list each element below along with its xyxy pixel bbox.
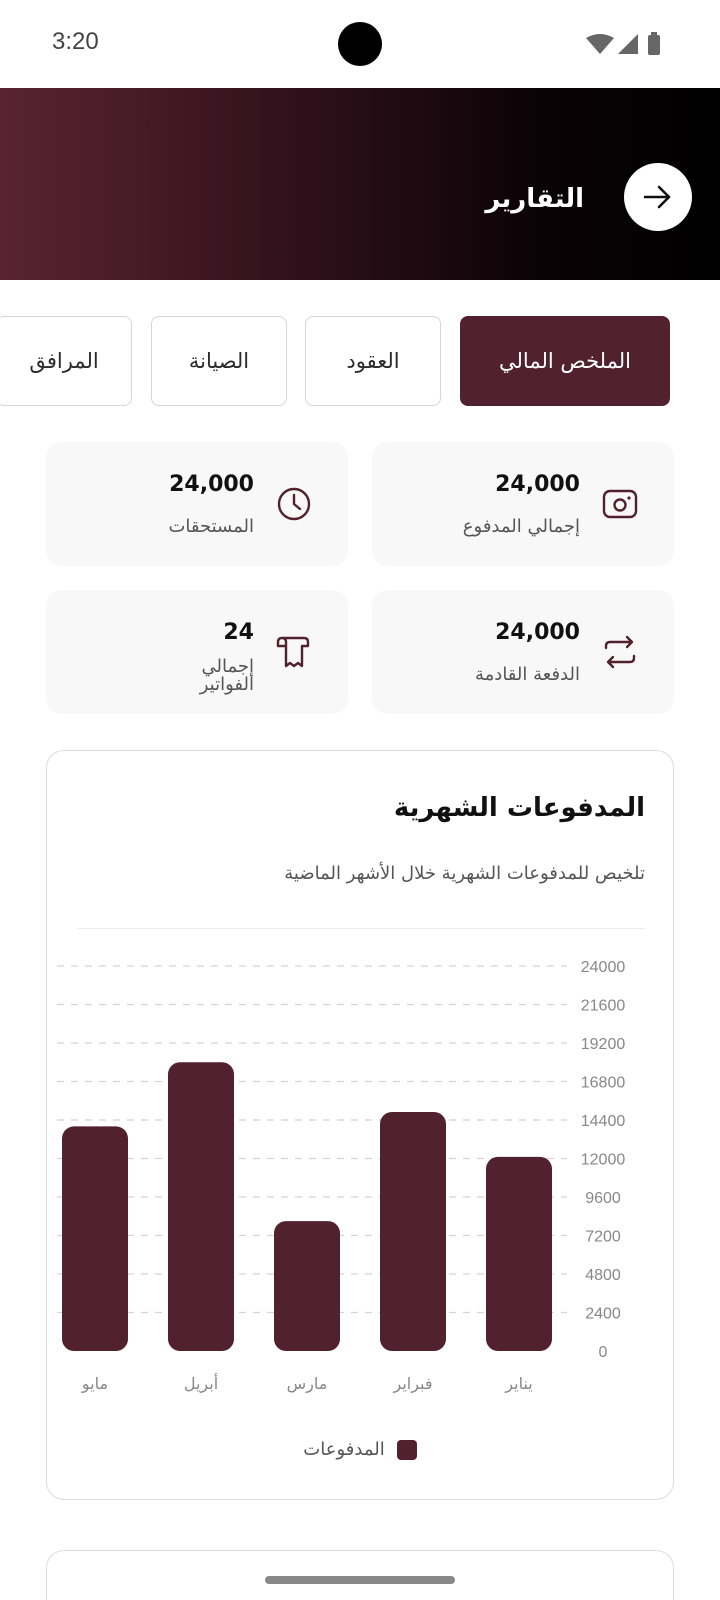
y-tick-label: 12000: [581, 1152, 626, 1169]
tab-bar: الملخص المالي العقود الصيانة المرافق: [0, 316, 720, 408]
divider: [77, 928, 645, 929]
camera-card-icon: [602, 489, 638, 519]
page-title: التقارير: [485, 184, 584, 214]
page-header: التقارير: [0, 88, 720, 280]
x-tick-label: مايو: [81, 1374, 108, 1394]
bar[interactable]: [380, 1111, 446, 1351]
y-tick-label: 2400: [585, 1306, 621, 1323]
y-tick-label: 14400: [581, 1113, 626, 1130]
status-bar: 3:20: [0, 0, 720, 88]
battery-icon: [648, 35, 660, 55]
y-tick-label: 19200: [581, 1036, 626, 1053]
y-tick-label: 16800: [581, 1075, 626, 1092]
repeat-icon: [604, 635, 636, 669]
camera-cutout: [338, 22, 382, 66]
x-tick-label: فبراير: [392, 1374, 432, 1394]
arrow-right-icon: [643, 185, 671, 209]
next-card: [46, 1550, 674, 1600]
stat-card-next-payment: 24,000 الدفعة القادمة: [372, 590, 674, 714]
chart-title: المدفوعات الشهرية: [393, 793, 645, 823]
y-tick-label: 21600: [581, 998, 626, 1015]
tab-contracts[interactable]: العقود: [305, 316, 441, 406]
chart-legend: المدفوعات: [47, 1439, 673, 1460]
stat-label: الدفعة القادمة: [475, 664, 580, 685]
x-tick-label: مارس: [287, 1374, 328, 1394]
stat-card-total-paid: 24,000 إجمالي المدفوع: [372, 442, 674, 566]
clock-icon: [277, 487, 311, 521]
signal-icon: [618, 34, 638, 54]
stat-label: إجمالي المدفوع: [462, 516, 580, 537]
stat-card-total-invoices: 24 إجمالي الفواتير: [46, 590, 348, 714]
stat-value: 24,000: [495, 620, 580, 645]
x-tick-label: أبريل: [184, 1373, 218, 1394]
stat-value: 24,000: [495, 472, 580, 497]
tab-facilities[interactable]: المرافق: [0, 316, 132, 406]
wifi-icon: [586, 34, 614, 54]
stat-value: 24,000: [169, 472, 254, 497]
tab-financial-summary[interactable]: الملخص المالي: [460, 316, 670, 406]
y-tick-label: 0: [599, 1344, 608, 1361]
stat-value: 24: [223, 620, 254, 645]
stat-label: إجمالي الفواتير: [199, 656, 254, 695]
y-tick-label: 24000: [581, 959, 626, 976]
x-tick-label: يناير: [504, 1374, 532, 1394]
legend-label: المدفوعات: [303, 1439, 385, 1460]
bar[interactable]: [168, 1062, 234, 1351]
monthly-payments-card: المدفوعات الشهرية تلخيص للمدفوعات الشهري…: [46, 750, 674, 1500]
bar-chart: 0 2400 4800 7200 9600 12000 14400 16800 19200 216…: [57, 959, 626, 1394]
tab-maintenance[interactable]: الصيانة: [151, 316, 287, 406]
legend-swatch: [396, 1439, 417, 1460]
status-time: 3:20: [52, 28, 99, 55]
chart-subtitle: تلخيص للمدفوعات الشهرية خلال الأشهر الما…: [284, 863, 645, 884]
bar[interactable]: [486, 1156, 552, 1351]
receipt-icon: [276, 636, 310, 668]
back-button[interactable]: [624, 163, 692, 231]
y-tick-label: 4800: [585, 1267, 621, 1284]
bar[interactable]: [62, 1126, 128, 1351]
stat-card-dues: 24,000 المستحقات: [46, 442, 348, 566]
stat-label: المستحقات: [168, 516, 254, 537]
bar[interactable]: [274, 1221, 340, 1351]
status-icons: [586, 32, 660, 55]
y-tick-label: 9600: [585, 1190, 621, 1207]
y-tick-label: 7200: [585, 1229, 621, 1246]
home-indicator[interactable]: [265, 1576, 455, 1584]
